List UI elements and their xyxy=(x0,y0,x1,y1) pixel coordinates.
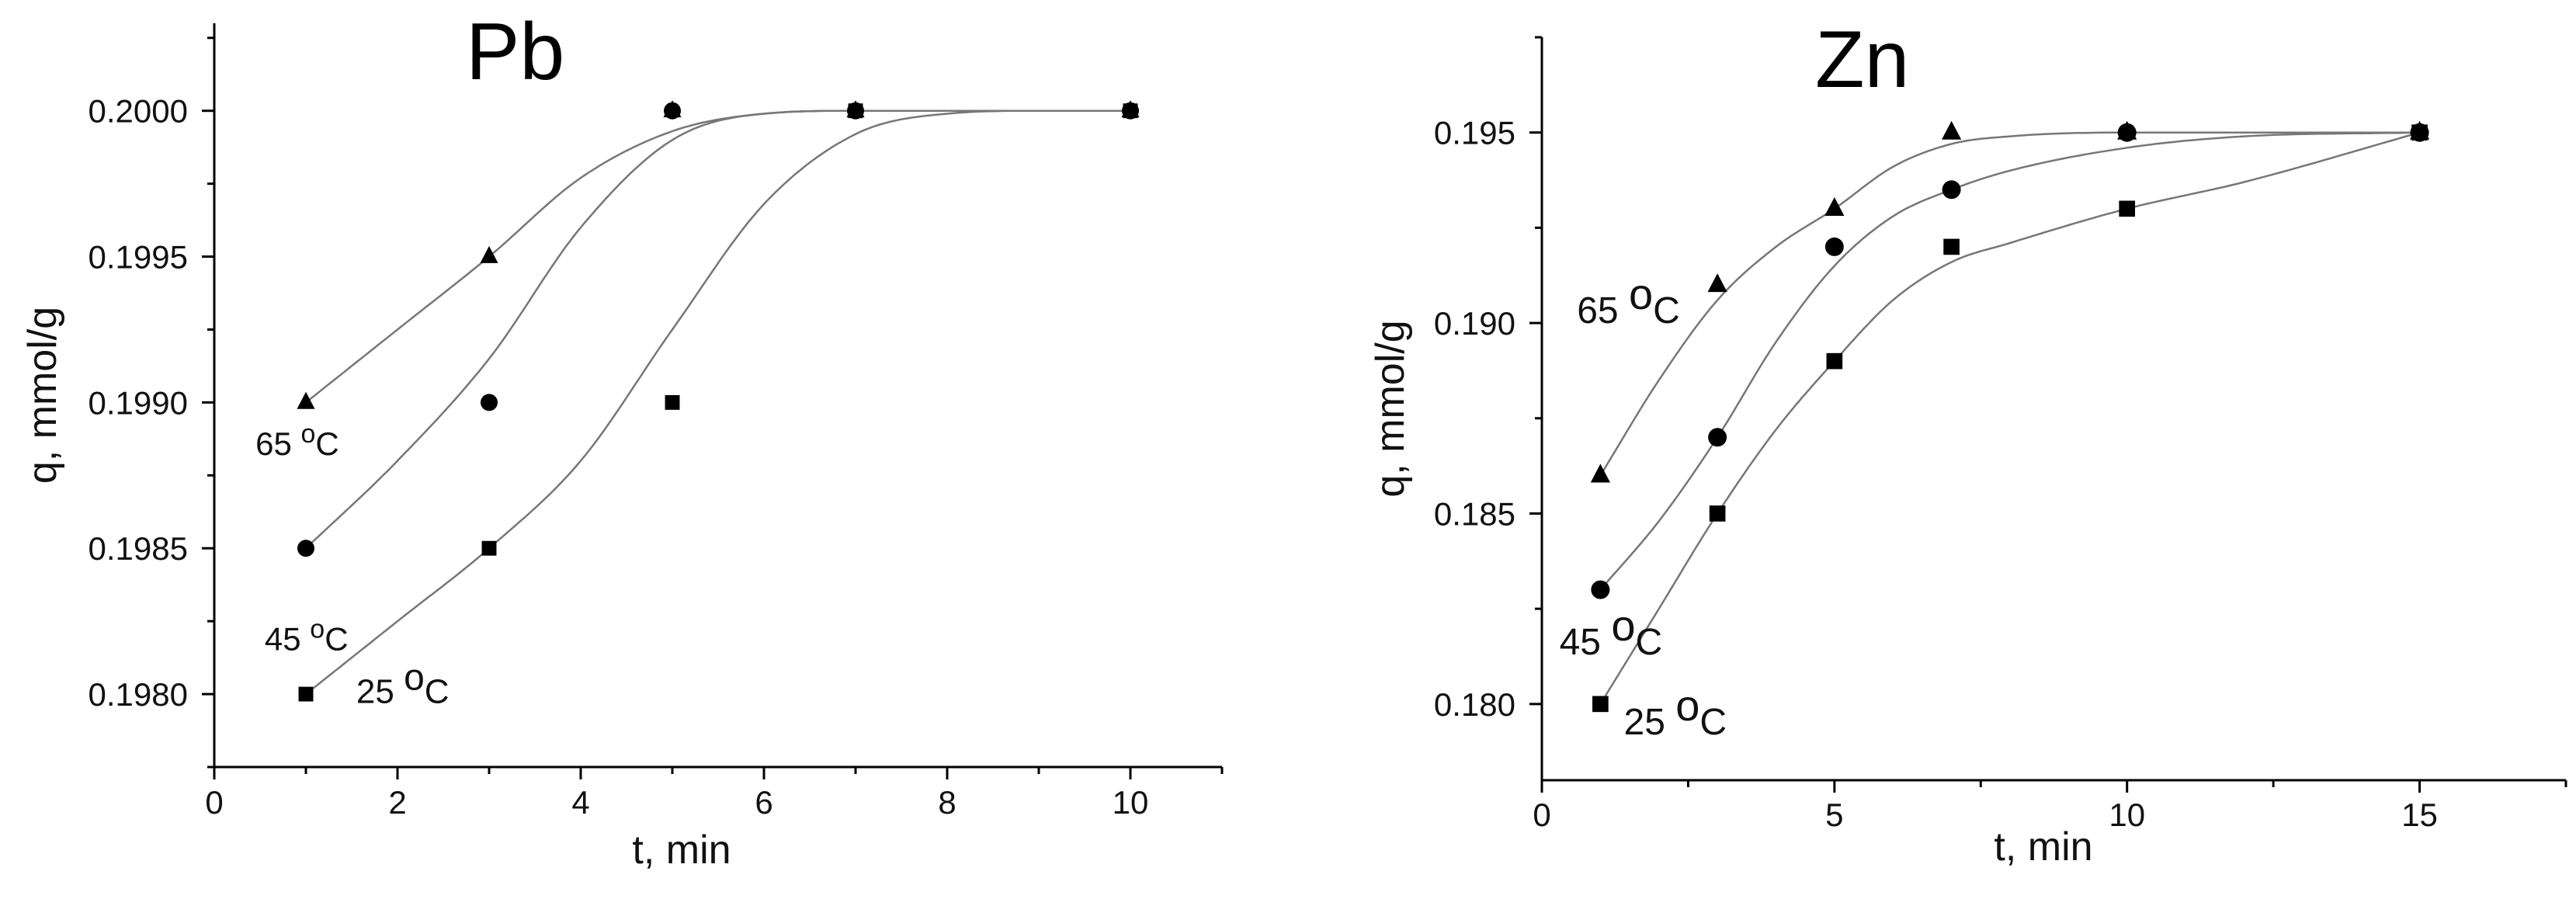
data-point-square xyxy=(1123,103,1138,119)
series-line xyxy=(305,109,1130,404)
series-line xyxy=(305,109,1130,550)
data-point-triangle xyxy=(1590,463,1610,483)
series-line xyxy=(1599,131,2420,591)
x-tick-label: 6 xyxy=(755,784,772,821)
y-tick-label: 0.195 xyxy=(1434,115,1515,151)
x-tick-label: 8 xyxy=(938,784,956,821)
data-point-square xyxy=(2119,200,2136,217)
x-axis-title: t, min xyxy=(632,828,731,873)
x-tick-label: 15 xyxy=(2401,797,2438,833)
data-point-square xyxy=(481,540,497,556)
y-tick-label: 0.1995 xyxy=(89,239,188,276)
x-tick-label: 10 xyxy=(1113,784,1149,821)
data-point-triangle xyxy=(1707,273,1727,293)
chart-title: Pb xyxy=(466,7,564,97)
panel-zn: 0 5 10 15 0.180 0.185 0.190 0.195 t, min q, mmol/… xyxy=(1368,15,2567,869)
x-tick-label: 2 xyxy=(388,784,406,821)
x-tick-label: 5 xyxy=(1825,797,1843,833)
data-point-circle xyxy=(481,394,498,411)
chart-title: Zn xyxy=(1815,15,1909,105)
series-annotation: 25 oC xyxy=(356,657,450,710)
data-point-circle xyxy=(1824,237,1844,256)
data-point-triangle xyxy=(480,245,498,263)
x-axis-title: t, min xyxy=(1994,824,2092,869)
y-axis-title: q, mmol/g xyxy=(1368,320,1413,497)
x-tick-label: 0 xyxy=(1533,797,1550,833)
series-line xyxy=(1599,131,2420,705)
series-annotation: 45 oC xyxy=(1560,601,1663,663)
data-point-square xyxy=(1826,352,1843,370)
x-tick-label: 0 xyxy=(205,784,223,821)
data-point-square xyxy=(298,686,314,702)
y-tick-label: 0.180 xyxy=(1434,686,1515,723)
y-tick-label: 0.185 xyxy=(1434,495,1515,532)
data-point-circle xyxy=(1708,428,1727,447)
data-point-square xyxy=(1709,505,1726,522)
y-tick-label: 0.2000 xyxy=(89,93,188,130)
series-annotation: 65 oC xyxy=(1577,269,1680,331)
data-point-square xyxy=(665,394,680,410)
data-point-circle xyxy=(1942,180,1961,200)
data-point-square xyxy=(1943,238,1960,255)
series-line xyxy=(1599,131,2420,477)
data-point-triangle xyxy=(297,391,315,409)
data-point-circle xyxy=(297,540,314,557)
y-tick-label: 0.1990 xyxy=(89,384,188,421)
data-point-triangle xyxy=(1942,120,1962,140)
data-point-square xyxy=(1592,696,1609,713)
data-point-circle xyxy=(664,102,681,120)
series-annotation: 25 oC xyxy=(1624,681,1727,743)
y-axis-title: q, mmol/g xyxy=(20,307,65,484)
series-line xyxy=(305,109,1130,696)
data-point-circle xyxy=(1591,580,1610,599)
data-point-circle xyxy=(2117,123,2137,142)
y-tick-label: 0.1985 xyxy=(89,530,188,567)
data-point-triangle xyxy=(1824,196,1845,216)
series-annotation: 65 oC xyxy=(255,419,339,462)
x-tick-label: 4 xyxy=(571,784,589,821)
data-point-square xyxy=(2411,124,2428,141)
y-tick-label: 0.190 xyxy=(1434,305,1515,342)
series-annotation: 45 oC xyxy=(265,615,349,658)
y-tick-label: 0.1980 xyxy=(89,676,188,713)
x-tick-label: 10 xyxy=(2109,797,2145,833)
data-point-square xyxy=(848,103,863,119)
panel-pb: 0 2 4 6 8 10 0.1980 0.1985 0.1990 0.1995 0.2000 t, … xyxy=(20,7,1224,873)
